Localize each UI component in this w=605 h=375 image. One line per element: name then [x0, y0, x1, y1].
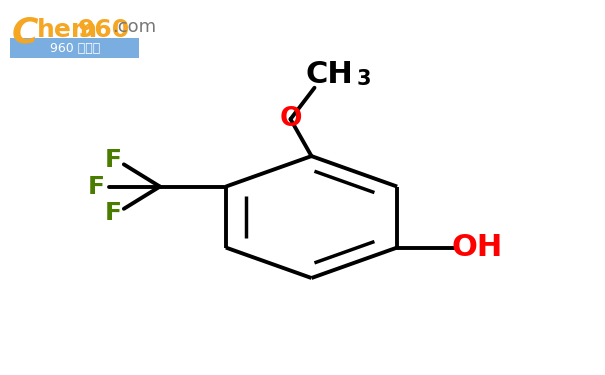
Text: 3: 3 [357, 69, 371, 89]
Text: hem: hem [37, 18, 98, 42]
Text: C: C [11, 16, 38, 50]
Text: 960: 960 [77, 18, 130, 42]
Text: CH: CH [306, 60, 353, 89]
Text: F: F [105, 201, 122, 225]
Text: 960 化工网: 960 化工网 [50, 42, 100, 55]
Text: .com: .com [113, 18, 157, 36]
Text: F: F [87, 175, 104, 199]
FancyBboxPatch shape [10, 38, 139, 58]
Text: O: O [280, 106, 302, 132]
Text: F: F [105, 148, 122, 172]
Text: OH: OH [451, 233, 503, 262]
